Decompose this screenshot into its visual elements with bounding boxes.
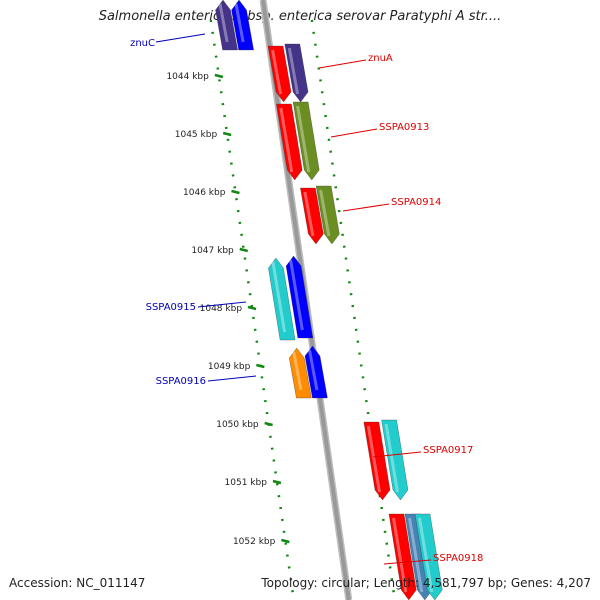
tick-label: 1048 kbp [200, 304, 243, 314]
tick-mark [231, 189, 240, 195]
label-connector [383, 559, 432, 565]
tick-mark [239, 247, 249, 253]
gene-arrow [284, 43, 309, 103]
gene-labels: znuC znuA SSPA0913 SSPA0914 SSPA0915 SSPA0916… [130, 33, 483, 565]
tick-label: 1050 kbp [216, 420, 259, 430]
gene-highlight [303, 191, 315, 237]
label-connector [155, 33, 206, 43]
gene-arrow [289, 347, 312, 399]
tick-label: 1045 kbp [175, 130, 218, 140]
gene-highlight [218, 3, 229, 43]
gene-label-SSPA0914: SSPA0914 [391, 197, 441, 208]
gene-arrow [231, 0, 254, 51]
map-title: Salmonella enterica subsp. enterica sero… [98, 9, 502, 24]
gene-highlight [408, 517, 424, 593]
tick-label: 1049 kbp [208, 362, 251, 372]
tick-label: 1044 kbp [166, 72, 209, 82]
gene-label-SSPA0913: SSPA0913 [379, 122, 429, 133]
gene-highlight [287, 47, 300, 95]
gene-highlight [271, 261, 287, 333]
gene-arrow [215, 0, 238, 51]
tick-mark [247, 305, 257, 311]
gene-highlight [418, 517, 434, 593]
label-connector [318, 59, 367, 69]
gene-highlight [308, 349, 319, 391]
gene-highlight [289, 259, 304, 331]
gene-arrow [285, 255, 314, 339]
tick-label: 1047 kbp [191, 246, 234, 256]
gene-highlight [319, 189, 331, 237]
gene-arrow [363, 421, 391, 501]
gene-arrow [381, 419, 409, 501]
accession-text: Accession: NC_011147 [9, 576, 146, 590]
gene-label-SSPA0915: SSPA0915 [146, 302, 196, 313]
gene-highlight [296, 105, 311, 173]
gene-arrow [267, 45, 292, 103]
gene-label-SSPA0917: SSPA0917 [423, 445, 473, 456]
gene-label-znuC: znuC [130, 38, 155, 49]
gene-highlight [384, 423, 399, 493]
gene-arrow [292, 101, 320, 181]
gene-features[interactable] [215, 0, 443, 600]
label-connector [330, 128, 378, 138]
gene-label-SSPA0916: SSPA0916 [156, 376, 206, 387]
ruler-left [209, 19, 296, 600]
tick-mark [281, 538, 290, 544]
tick-mark [264, 421, 273, 427]
gene-arrow [388, 513, 417, 600]
tick-marks: 1044 kbp 1045 kbp 1046 kbp 1047 kbp 1048 kbp… [166, 72, 290, 547]
gene-arrow [300, 187, 324, 245]
tick-label: 1051 kbp [225, 478, 268, 488]
tick-mark [256, 363, 265, 369]
gene-highlight [366, 425, 381, 493]
topology-text: Topology: circular; Length: 4,581,797 bp… [261, 576, 591, 590]
gene-highlight [279, 107, 294, 173]
gene-arrow [268, 257, 296, 341]
gene-highlight [292, 351, 303, 391]
gene-highlight [271, 49, 283, 95]
gene-arrow [315, 185, 340, 245]
gene-arrow [304, 345, 328, 399]
gene-arrow [414, 513, 443, 600]
gene-arrow [276, 103, 303, 181]
label-connector [372, 451, 422, 458]
tick-mark [214, 73, 224, 79]
gene-label-znuA: znuA [368, 53, 393, 64]
tick-label: 1052 kbp [233, 537, 276, 547]
tick-mark [222, 131, 232, 137]
label-connector [342, 203, 390, 212]
gene-label-SSPA0918: SSPA0918 [433, 553, 483, 564]
label-connector [207, 375, 257, 382]
gene-highlight [234, 3, 245, 43]
gene-highlight [392, 517, 408, 593]
label-connector [197, 301, 247, 308]
tick-mark [272, 479, 282, 485]
ruler-right [310, 19, 397, 600]
tick-label: 1046 kbp [183, 188, 226, 198]
